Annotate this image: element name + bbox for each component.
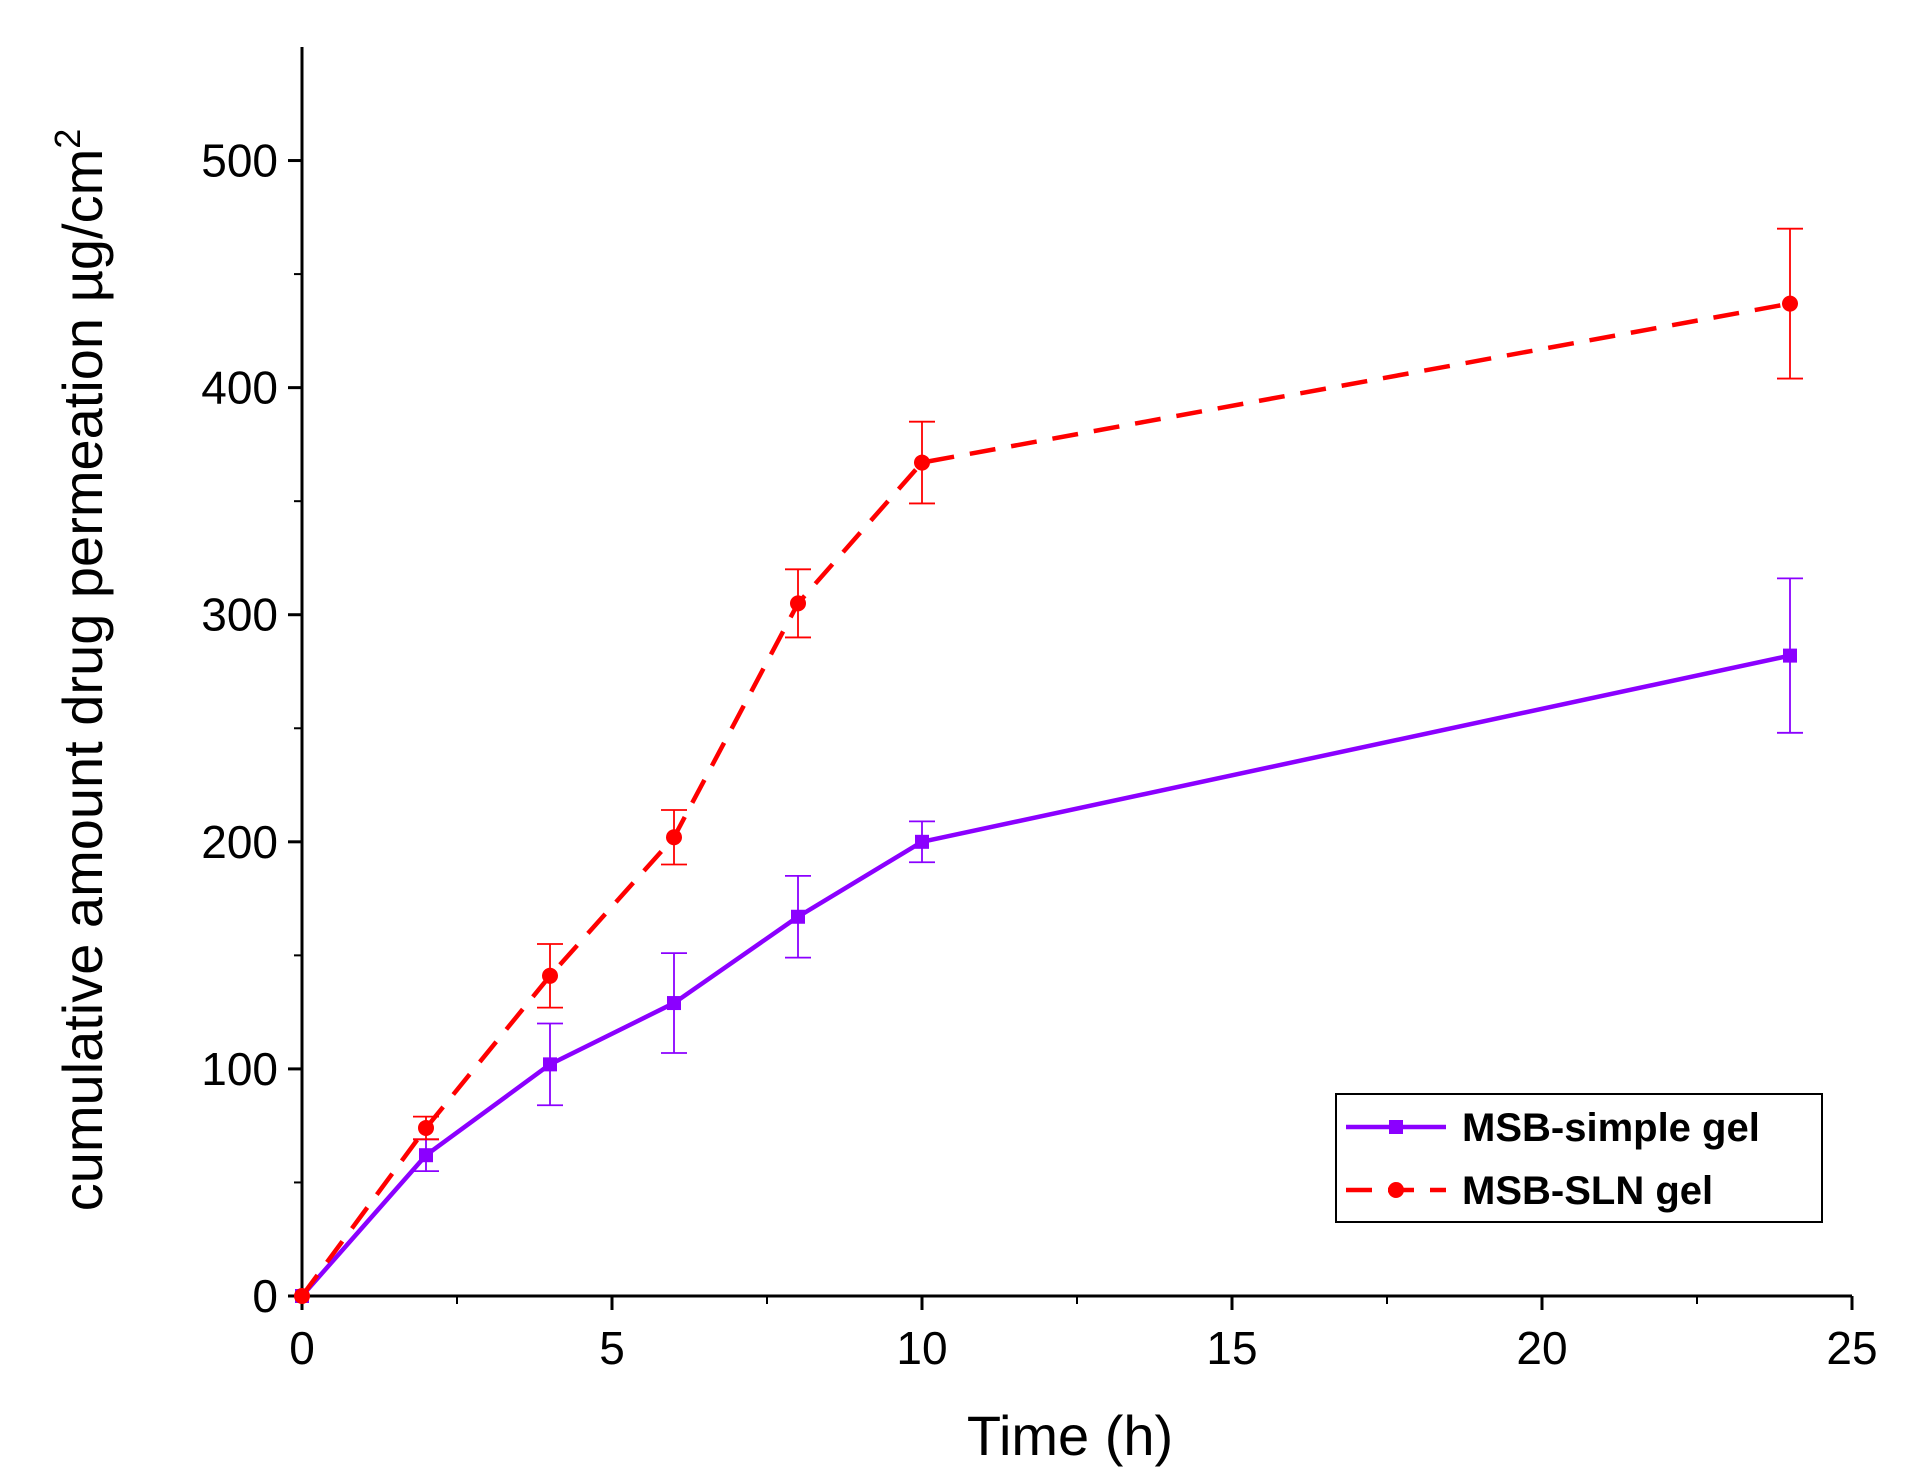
data-point-square — [543, 1057, 557, 1072]
legend-marker-circle — [1388, 1182, 1404, 1198]
series-simple-gel — [295, 577, 1803, 1303]
data-point-square — [791, 909, 805, 924]
x-tick-label: 10 — [896, 1322, 947, 1374]
x-tick-label: 15 — [1206, 1322, 1257, 1374]
series-layer — [294, 227, 1803, 1304]
data-point-square — [1783, 648, 1797, 663]
data-point-circle — [914, 454, 930, 471]
legend-box — [1335, 1093, 1823, 1223]
y-axis-title-superscript: 2 — [47, 129, 88, 149]
series-sln-gel — [294, 227, 1803, 1304]
y-tick-label: 300 — [201, 589, 278, 641]
data-point-circle — [666, 829, 682, 846]
legend: MSB-simple gel MSB-SLN gel — [1335, 1093, 1823, 1223]
y-tick-label: 200 — [201, 816, 278, 868]
y-axis-title-text: cumulative amount drug permeation µg/cm — [51, 149, 114, 1212]
y-tick-label: 400 — [201, 362, 278, 414]
axes: 0 5 10 15 20 25 0 100 200 300 400 500 — [201, 47, 1878, 1374]
data-point-circle — [418, 1119, 434, 1136]
y-axis-title: cumulative amount drug permeation µg/cm2 — [47, 129, 114, 1212]
data-point-circle — [1782, 295, 1798, 312]
data-point-circle — [790, 595, 806, 612]
data-point-circle — [542, 967, 558, 984]
data-point-square — [667, 996, 681, 1011]
data-point-square — [915, 834, 929, 849]
legend-label: MSB-SLN gel — [1462, 1169, 1713, 1213]
x-tick-label: 25 — [1826, 1322, 1877, 1374]
x-axis-title: Time (h) — [967, 1404, 1173, 1467]
y-tick-label: 0 — [252, 1270, 278, 1322]
y-tick-label: 500 — [201, 135, 278, 187]
data-point-circle — [294, 1288, 310, 1304]
legend-label: MSB-simple gel — [1462, 1106, 1760, 1150]
x-tick-label: 5 — [599, 1322, 625, 1374]
legend-marker-square — [1389, 1120, 1403, 1134]
y-tick-label: 100 — [201, 1043, 278, 1095]
data-point-square — [419, 1148, 433, 1163]
x-tick-label: 0 — [289, 1322, 315, 1374]
x-tick-label: 20 — [1516, 1322, 1567, 1374]
